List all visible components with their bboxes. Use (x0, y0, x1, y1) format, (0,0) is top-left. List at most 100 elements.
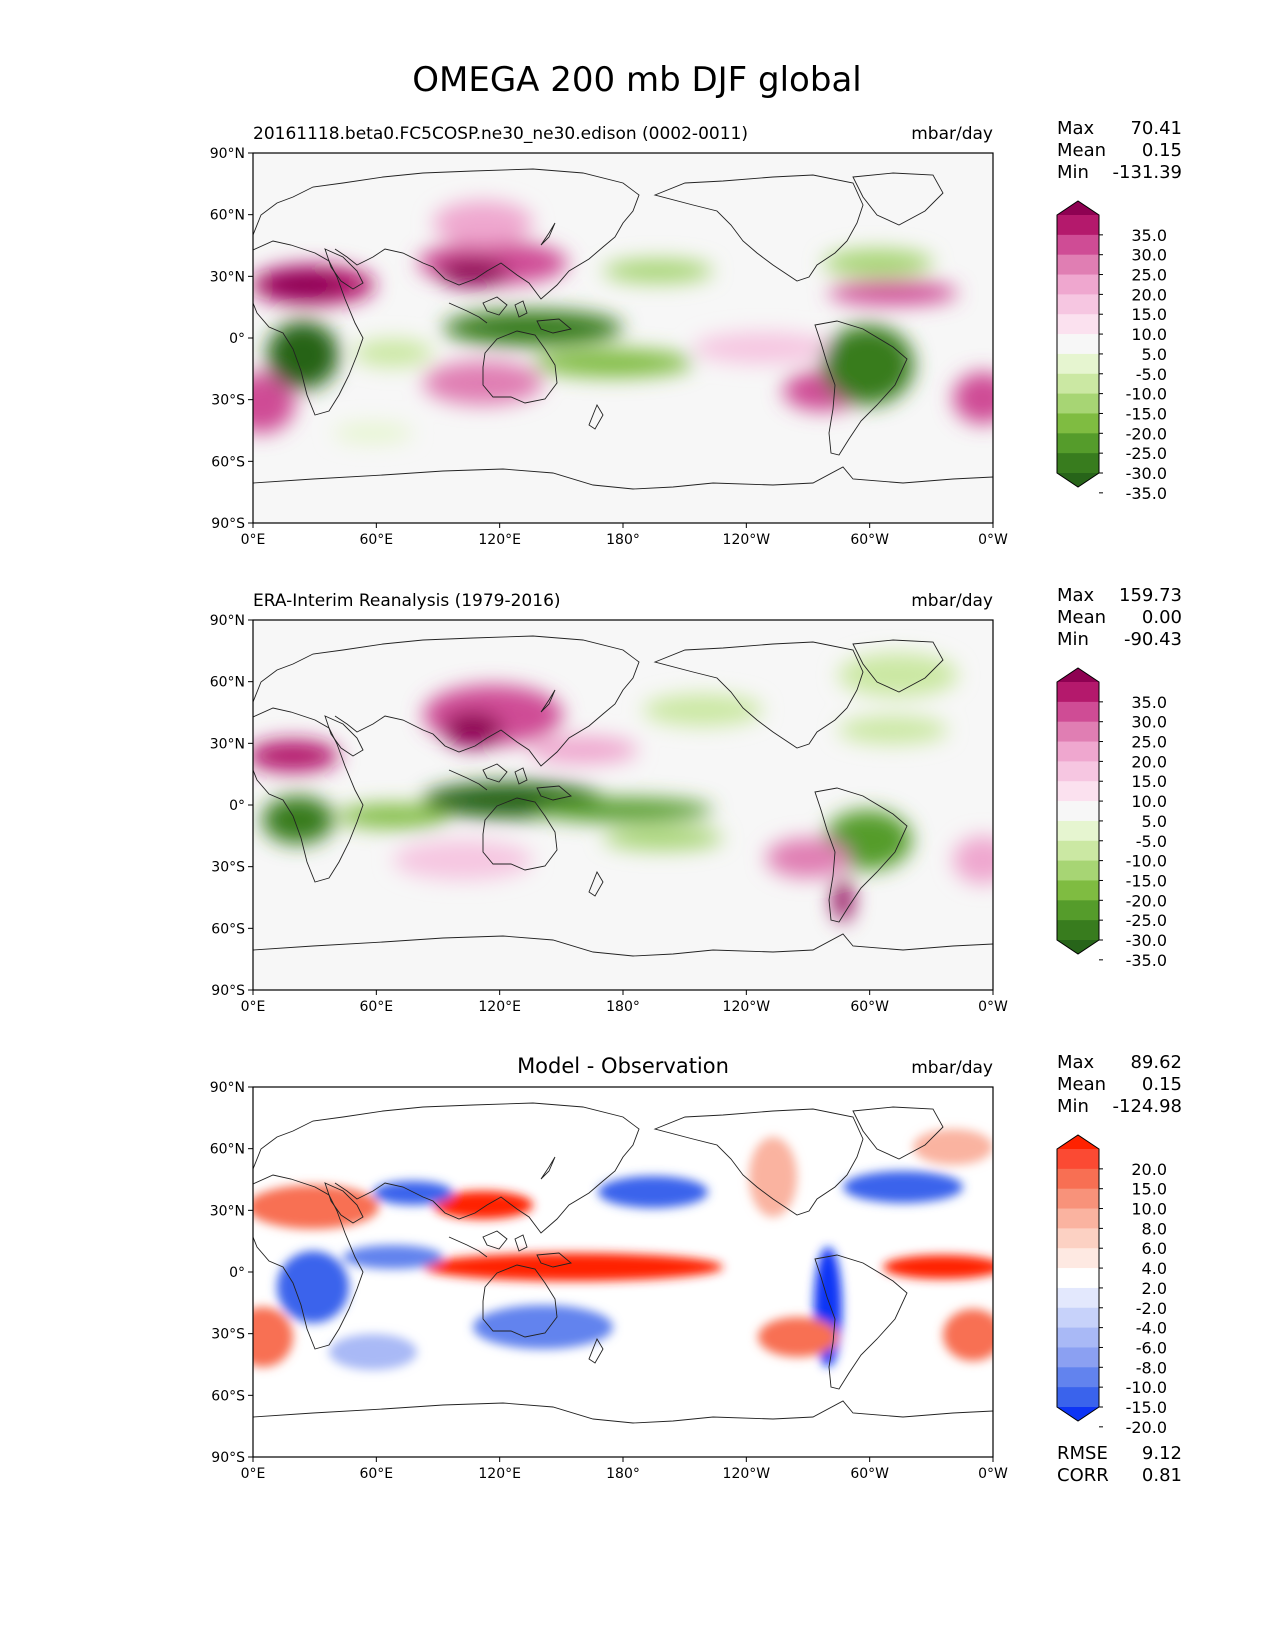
colorbar-label: 5.0 (1142, 345, 1167, 364)
stat-value: 70.41 (1130, 118, 1182, 139)
colorbar-label: -30.0 (1126, 464, 1167, 483)
stat-label: RMSE (1057, 1443, 1108, 1464)
stat-label: Max (1057, 585, 1095, 606)
colorbar-band (1057, 215, 1099, 236)
lat-tick-label: 30°N (210, 1203, 245, 1219)
lat-tick-label: 90°N (210, 613, 245, 629)
colorbar-label: 2.0 (1142, 1279, 1167, 1298)
colorbar-label: 5.0 (1142, 812, 1167, 831)
lon-tick-label: 0°W (978, 532, 1008, 548)
colorbar-band (1057, 234, 1099, 256)
colorbar-label: -8.0 (1136, 1358, 1167, 1377)
colorbar-label: 35.0 (1131, 693, 1167, 712)
lon-tick-label: 60°E (359, 1466, 393, 1482)
colorbar-label: 20.0 (1131, 752, 1167, 771)
colorbar-label: -20.0 (1126, 424, 1167, 443)
colorbar-band (1057, 801, 1099, 822)
lon-tick-label: 180° (606, 999, 640, 1015)
panel-reference: 90°N 60°N 30°N 0° 30°S 60°S 90°S0°E 60°E 120°E 18… (210, 585, 1182, 1015)
lon-tick-label: 120°E (478, 532, 521, 548)
colorbar-label: -2.0 (1136, 1299, 1167, 1318)
colorbar-band (1057, 682, 1099, 703)
colorbar-label: -10.0 (1126, 1378, 1167, 1397)
stat-label: Min (1057, 162, 1089, 183)
lat-tick-label: 90°S (211, 1450, 245, 1466)
stat-label: Mean (1057, 1074, 1106, 1095)
panel-title: 20161118.beta0.FC5COSP.ne30_ne30.edison … (253, 124, 748, 144)
lon-tick-label: 0°W (978, 999, 1008, 1015)
colorbar-label: 15.0 (1131, 772, 1167, 791)
stat-value: 89.62 (1130, 1052, 1182, 1073)
lat-tick-label: 60°S (211, 454, 245, 470)
colorbar-band (1057, 900, 1099, 921)
colorbar-band (1057, 393, 1099, 414)
colorbar-band (1057, 1347, 1099, 1368)
colorbar-band (1057, 314, 1099, 335)
lat-tick-label: 90°S (211, 983, 245, 999)
colorbar-extend-min (1057, 473, 1099, 487)
stat-value: 0.81 (1142, 1465, 1182, 1486)
lat-tick-label: 60°S (211, 921, 245, 937)
lon-tick-label: 60°E (359, 999, 393, 1015)
colorbar-band (1057, 413, 1099, 434)
lat-tick-label: 30°S (211, 1327, 245, 1343)
lon-tick-label: 180° (606, 532, 640, 548)
panel-diff: 90°N 60°N 30°N 0° 30°S 60°S 90°S0°E 60°E 120°E 18… (210, 1052, 1182, 1486)
lat-tick-label: 60°N (210, 1142, 245, 1158)
colorbar-label: 10.0 (1131, 325, 1167, 344)
colorbar-band (1057, 1208, 1099, 1229)
colorbar-band (1057, 761, 1099, 782)
colorbar-label: 30.0 (1131, 713, 1167, 732)
lon-tick-label: 180° (606, 1466, 640, 1482)
colorbar-extend-max (1057, 201, 1099, 215)
colorbar-label: 25.0 (1131, 733, 1167, 752)
stat-value: 0.15 (1142, 1074, 1182, 1095)
colorbar-label: -5.0 (1136, 365, 1167, 384)
stat-value: 9.12 (1142, 1443, 1182, 1464)
colorbar-label: 10.0 (1131, 1200, 1167, 1219)
colorbar-band (1057, 274, 1099, 295)
colorbar-band (1057, 1149, 1099, 1170)
lon-tick-label: 120°W (723, 532, 771, 548)
colorbar-label: -15.0 (1126, 871, 1167, 890)
stat-label: Min (1057, 629, 1089, 650)
lat-tick-label: 30°N (210, 269, 245, 285)
colorbar-extend-min (1057, 1407, 1099, 1421)
colorbar-label: -25.0 (1126, 444, 1167, 463)
colorbar-label: 35.0 (1131, 226, 1167, 245)
lat-tick-label: 0° (229, 331, 245, 347)
colorbar-label: -4.0 (1136, 1319, 1167, 1338)
stat-label: CORR (1057, 1465, 1109, 1486)
colorbar-label: -25.0 (1126, 911, 1167, 930)
colorbar-label: 15.0 (1131, 1180, 1167, 1199)
stat-value: -90.43 (1124, 629, 1182, 650)
colorbar-extend-min (1057, 940, 1099, 954)
colorbar-label: -35.0 (1126, 951, 1167, 970)
lon-tick-label: 60°W (850, 999, 889, 1015)
stat-label: Max (1057, 118, 1095, 139)
stat-value: 0.00 (1142, 607, 1182, 628)
map-diff (253, 1087, 993, 1457)
colorbar-band (1057, 1248, 1099, 1269)
colorbar-band (1057, 1327, 1099, 1348)
stat-value: -124.98 (1113, 1096, 1182, 1117)
lon-tick-label: 0°W (978, 1466, 1008, 1482)
colorbar: 35.030.025.020.015.010.05.0-5.0-10.0-15.… (1056, 200, 1167, 503)
colorbar-band (1057, 781, 1099, 802)
colorbar-label: -30.0 (1126, 931, 1167, 950)
colorbar-band (1057, 1268, 1099, 1289)
lon-tick-label: 120°E (478, 999, 521, 1015)
colorbar-band (1057, 1188, 1099, 1210)
colorbar-label: 20.0 (1131, 285, 1167, 304)
lat-tick-label: 90°N (210, 146, 245, 162)
colorbar-band (1057, 1168, 1099, 1190)
colorbar-extend-max (1057, 1135, 1099, 1149)
units-label: mbar/day (911, 1058, 993, 1078)
colorbar-band (1057, 701, 1099, 723)
units-label: mbar/day (911, 124, 993, 144)
lat-tick-label: 60°S (211, 1388, 245, 1404)
colorbar-band (1057, 721, 1099, 743)
map-test (253, 153, 993, 523)
colorbar-label: -10.0 (1126, 385, 1167, 404)
